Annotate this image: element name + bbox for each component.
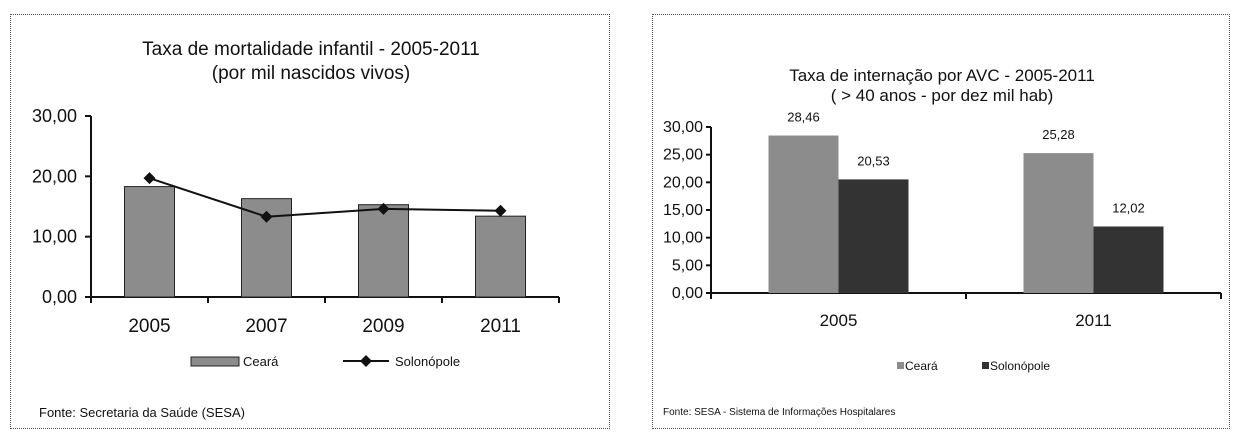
data-label: 20,53: [857, 153, 890, 168]
data-label: 25,28: [1042, 127, 1075, 142]
avc-hospitalization-chart: Taxa de internação por AVC - 2005-2011 (…: [663, 66, 1222, 418]
x-tick-label: 2005: [128, 316, 170, 337]
bar-ceara-2005: [768, 135, 839, 293]
chart-source: Fonte: SESA - Sistema de Informações Hos…: [663, 407, 895, 418]
y-tick-label: 0,00: [42, 287, 77, 307]
x-tick-label: 2005: [820, 311, 858, 330]
x-tick-label: 2011: [1075, 311, 1112, 330]
bar-solonopole-2005: [838, 179, 909, 293]
point-solonopole-2007: [260, 210, 273, 223]
legend-label-solonopole: Solonópole: [990, 359, 1050, 373]
point-solonopole-2005: [143, 172, 156, 185]
bar-solonopole-2011: [1093, 226, 1164, 293]
legend-swatch-solonopole: [982, 362, 989, 369]
point-solonopole-2009: [377, 202, 390, 215]
bar-ceara-2011: [1023, 153, 1094, 293]
y-tick-label: 30,00: [32, 106, 77, 126]
x-tick-label: 2009: [362, 316, 404, 337]
chart-source: Fonte: Secretaria da Saúde (SESA): [39, 405, 245, 420]
chart-title: Taxa de mortalidade infantil - 2005-2011: [142, 39, 480, 60]
y-tick-label: 10,00: [663, 230, 703, 247]
legend-marker-solonopole: [360, 355, 372, 367]
chart-panel-infant-mortality: Taxa de mortalidade infantil - 2005-2011…: [10, 14, 610, 429]
chart-title: Taxa de internação por AVC - 2005-2011: [789, 66, 1095, 85]
y-tick-label: 20,00: [663, 174, 703, 191]
x-tick-label: 2011: [480, 316, 521, 337]
bar-ceara-2005: [124, 186, 175, 298]
y-tick-label: 30,00: [663, 119, 703, 136]
chart-subtitle: ( > 40 anos - por dez mil hab): [831, 86, 1054, 105]
y-tick-label: 20,00: [32, 166, 77, 186]
chart-panel-avc-hospitalization: Taxa de internação por AVC - 2005-2011 (…: [652, 14, 1230, 429]
y-tick-label: 5,00: [672, 257, 703, 274]
bar-ceara-2011: [475, 215, 526, 298]
legend-label-ceara: Ceará: [905, 359, 938, 373]
point-solonopole-2011: [494, 204, 507, 217]
y-tick-label: 0,00: [672, 285, 703, 302]
line-solonopole: [149, 177, 501, 218]
y-tick-label: 10,00: [32, 227, 77, 247]
data-label: 28,46: [787, 110, 820, 125]
y-tick-label: 15,00: [663, 202, 703, 219]
legend-swatch-ceara: [897, 362, 904, 369]
legend-label-ceara: Ceará: [243, 354, 279, 369]
chart-subtitle: (por mil nascidos vivos): [212, 63, 411, 84]
legend-label-solonopole: Solonópole: [395, 354, 460, 369]
infant-mortality-chart: Taxa de mortalidade infantil - 2005-2011…: [32, 39, 560, 420]
x-tick-label: 2007: [245, 316, 287, 337]
bar-ceara-2009: [358, 204, 409, 298]
y-tick-label: 25,00: [663, 147, 703, 164]
legend-swatch-ceara: [190, 356, 240, 367]
data-label: 12,02: [1112, 200, 1145, 215]
